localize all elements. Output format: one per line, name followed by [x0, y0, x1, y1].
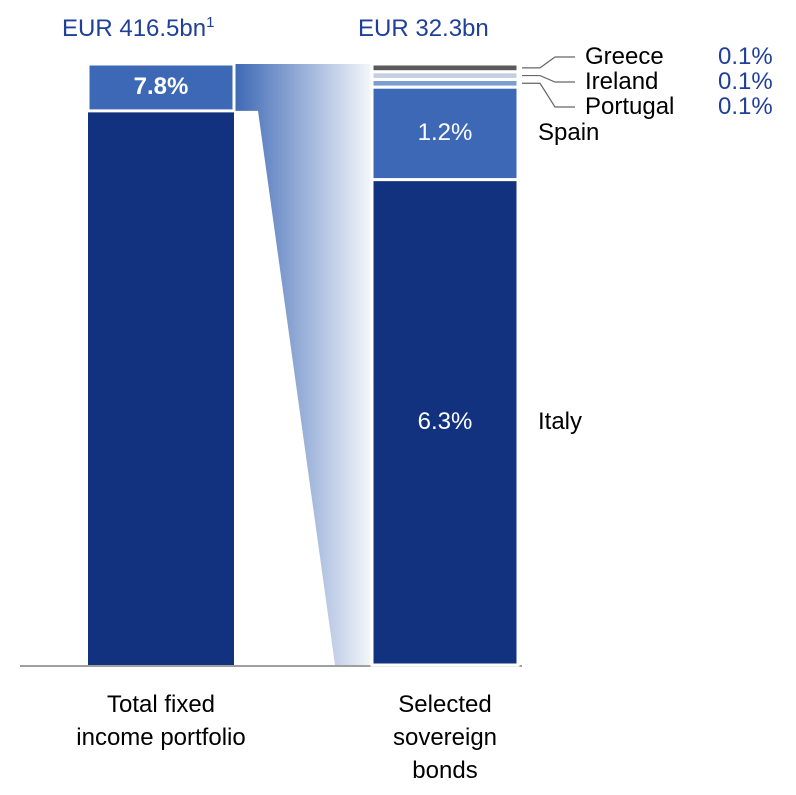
- zoom-connector: [234, 64, 372, 665]
- category-label: Italy: [538, 408, 583, 436]
- category-label: Greece: [585, 43, 664, 70]
- highlight-segment: [86, 62, 236, 113]
- category-label: Ireland: [585, 68, 659, 95]
- footnote-mark: 1: [206, 14, 215, 31]
- total-title-text: EUR 416.5bn: [62, 15, 207, 42]
- segment: [370, 178, 520, 667]
- value-label: 0.1%: [718, 68, 773, 95]
- leader-line: [522, 56, 575, 69]
- highlight-label: 7.8%: [133, 73, 189, 101]
- value-label: 6.3%: [417, 408, 473, 436]
- breakdown-title: EUR 32.3bn: [358, 15, 489, 42]
- value-label: 1.2%: [417, 119, 473, 147]
- x-category-label: Total fixed income portfolio: [76, 691, 246, 751]
- x-category-label: Selected sovereign bonds: [392, 691, 498, 784]
- leader-line: [522, 74, 575, 83]
- total-bar: [88, 110, 234, 666]
- segment: [370, 62, 520, 74]
- leader-line: [522, 82, 575, 108]
- value-label: 0.1%: [718, 93, 773, 120]
- category-label: Spain: [538, 119, 600, 147]
- total-title: EUR 416.5bn1: [62, 14, 214, 44]
- value-label: 0.1%: [718, 43, 773, 70]
- category-label: Portugal: [585, 93, 675, 120]
